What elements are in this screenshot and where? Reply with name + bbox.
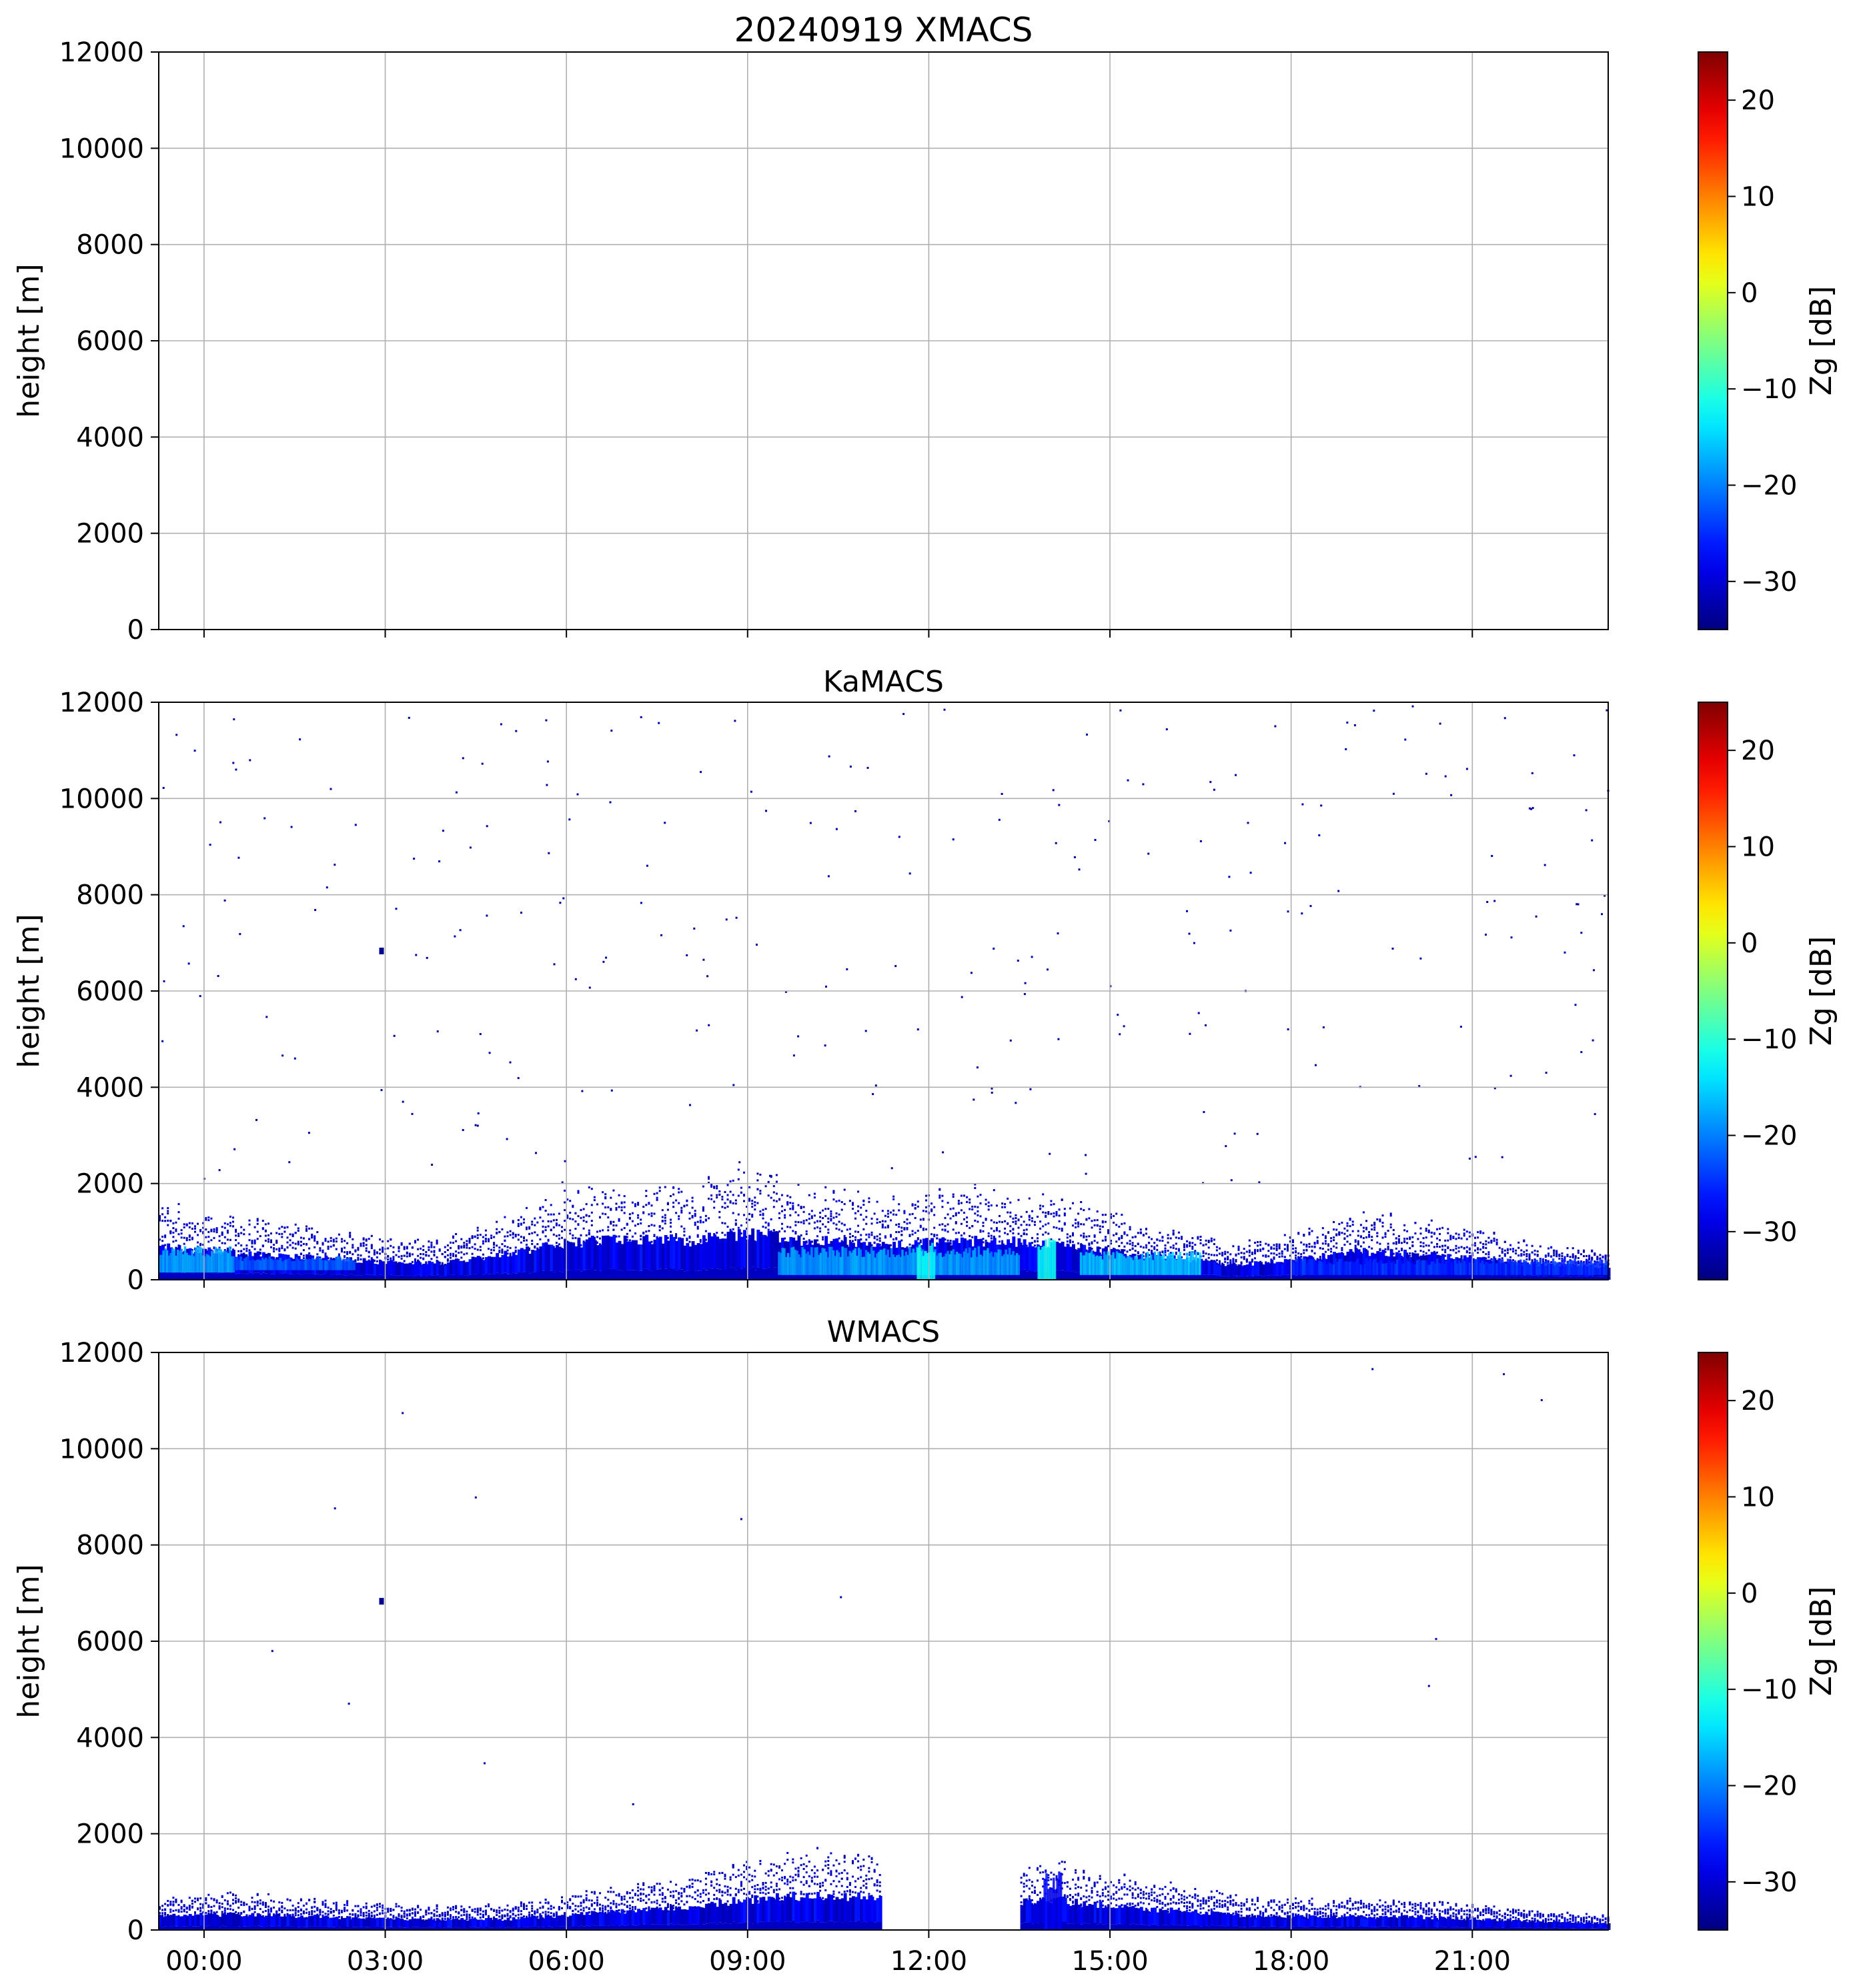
colorbar-tick-label: 20	[1741, 85, 1775, 116]
y-tick-label: 4000	[76, 1723, 144, 1753]
y-tick-label: 2000	[76, 519, 144, 550]
y-tick-label: 6000	[76, 326, 144, 357]
colorbar-tick-label: −10	[1741, 1024, 1797, 1055]
colorbar-tick-label: 10	[1741, 182, 1775, 213]
y-tick-label: 12000	[59, 688, 144, 718]
y-tick-label: 2000	[76, 1169, 144, 1200]
panel-1: 0 2000 4000 6000 8000 10000 12000 20240919 XMAC…	[12, 11, 1838, 646]
x-tick-label: 09:00	[709, 1946, 786, 1977]
colorbar-tick-label: 0	[1741, 1579, 1758, 1609]
colorbar-tick-label: 10	[1741, 1482, 1775, 1513]
colorbar: −30 −20 −10 0 10 20 Zg [dB]	[1698, 702, 1838, 1280]
colorbar-gradient	[1698, 702, 1728, 1280]
panel-3: 0 2000 4000 6000 8000 10000 12000 00:00 03:00 06:…	[12, 1315, 1838, 1977]
x-tick-label: 18:00	[1253, 1946, 1329, 1977]
colorbar-tick-label: −30	[1741, 1867, 1797, 1898]
colorbar-tick-label: 10	[1741, 832, 1775, 863]
x-tick-label: 15:00	[1071, 1946, 1148, 1977]
colorbar: −30 −20 −10 0 10 20 Zg [dB]	[1698, 1352, 1838, 1931]
colorbar-tick-label: 0	[1741, 928, 1758, 959]
panel-title: WMACS	[827, 1315, 940, 1349]
colorbar-label: Zg [dB]	[1804, 1587, 1838, 1697]
y-tick-label: 6000	[76, 1627, 144, 1657]
x-tick-label: 21:00	[1434, 1946, 1511, 1977]
y-axis-label: height [m]	[12, 1564, 46, 1718]
y-tick-label: 4000	[76, 1072, 144, 1103]
x-tick-label: 12:00	[890, 1946, 967, 1977]
y-tick-label: 8000	[76, 880, 144, 911]
colorbar-tick-label: −10	[1741, 1675, 1797, 1705]
echo-feature	[379, 1598, 384, 1605]
y-tick-label: 2000	[76, 1819, 144, 1850]
y-tick-label: 10000	[59, 784, 144, 814]
colorbar-tick-label: 20	[1741, 1386, 1775, 1416]
y-tick-label: 8000	[76, 1531, 144, 1561]
colorbar-tick-label: −30	[1741, 1217, 1797, 1248]
panel-2: 0 2000 4000 6000 8000 10000 12000 KaMACS height …	[12, 665, 1838, 1296]
colorbar-tick-label: −20	[1741, 1771, 1797, 1802]
colorbar-gradient	[1698, 1352, 1728, 1931]
colorbar-tick-label: −20	[1741, 471, 1797, 502]
panel-title: KaMACS	[823, 665, 944, 699]
colorbar-tick-label: 0	[1741, 278, 1758, 309]
colorbar: −30 −20 −10 0 10 20 Zg [dB]	[1698, 51, 1838, 630]
x-tick-label: 06:00	[528, 1946, 605, 1977]
radar-echo	[159, 1368, 1611, 1930]
panel-title: 20240919 XMACS	[734, 11, 1033, 49]
colorbar-gradient	[1698, 51, 1728, 630]
y-axis-label: height [m]	[12, 263, 46, 417]
colorbar-label: Zg [dB]	[1804, 286, 1838, 396]
colorbar-tick-label: −30	[1741, 567, 1797, 598]
echo-feature	[379, 948, 384, 954]
y-tick-label: 4000	[76, 422, 144, 453]
y-tick-label: 12000	[59, 1338, 144, 1368]
x-tick-label: 03:00	[347, 1946, 424, 1977]
y-tick-label: 6000	[76, 976, 144, 1007]
radar-echo	[159, 705, 1611, 1280]
colorbar-tick-label: −20	[1741, 1121, 1797, 1152]
y-tick-label: 10000	[59, 1434, 144, 1464]
colorbar-tick-label: 20	[1741, 736, 1775, 766]
y-axis-label: height [m]	[12, 914, 46, 1068]
y-tick-label: 0	[127, 615, 144, 646]
colorbar-label: Zg [dB]	[1804, 936, 1838, 1046]
y-tick-label: 12000	[59, 37, 144, 68]
y-tick-label: 0	[127, 1265, 144, 1296]
y-tick-label: 10000	[59, 133, 144, 164]
colorbar-tick-label: −10	[1741, 374, 1797, 405]
y-tick-label: 0	[127, 1915, 144, 1946]
y-tick-label: 8000	[76, 230, 144, 261]
x-tick-label: 00:00	[165, 1946, 242, 1977]
